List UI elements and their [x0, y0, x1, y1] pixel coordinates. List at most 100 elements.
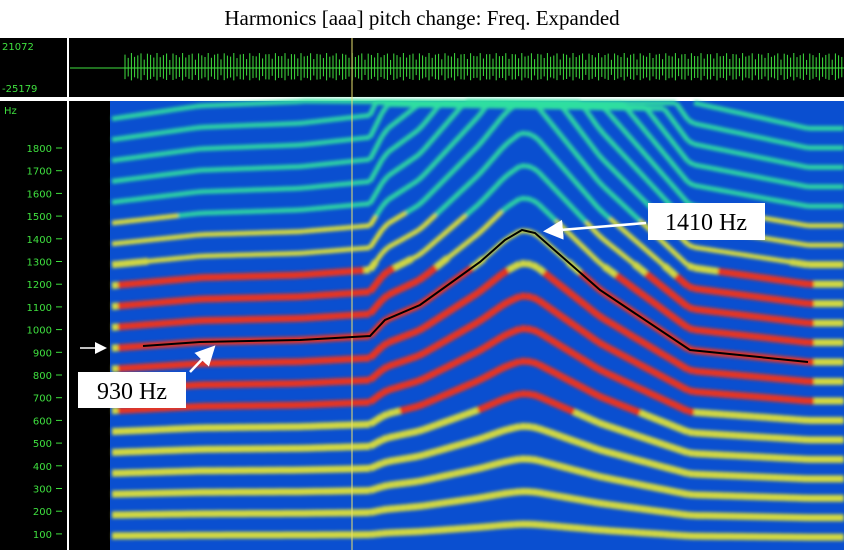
harmonic	[111, 302, 119, 310]
harmonic	[679, 299, 691, 310]
harmonic	[801, 260, 809, 269]
harmonic	[339, 115, 347, 122]
harmonic	[680, 152, 690, 163]
harmonic	[723, 370, 731, 378]
harmonic	[783, 179, 791, 186]
harmonic	[777, 138, 785, 146]
harmonic	[333, 181, 341, 188]
harmonic	[747, 253, 755, 259]
harmonic	[591, 471, 599, 480]
harmonic	[673, 273, 685, 284]
harmonic	[489, 491, 497, 500]
harmonic	[357, 157, 365, 164]
harmonic	[639, 481, 647, 490]
harmonic	[482, 221, 492, 231]
harmonic	[759, 333, 767, 342]
harmonic	[441, 471, 449, 480]
harmonic	[620, 326, 630, 337]
harmonic	[723, 329, 731, 338]
harmonic	[123, 259, 131, 268]
harmonic	[506, 200, 516, 209]
harmonic	[572, 207, 582, 218]
harmonic	[729, 148, 737, 156]
y-tick-label: 700	[33, 394, 52, 405]
harmonic	[380, 245, 390, 255]
harmonic	[795, 240, 803, 247]
harmonic	[561, 493, 569, 502]
harmonic	[506, 136, 516, 145]
harmonic	[789, 239, 797, 246]
harmonic	[111, 136, 119, 143]
harmonic	[452, 385, 462, 395]
harmonic	[681, 510, 689, 519]
harmonic	[577, 326, 589, 337]
harmonic	[596, 179, 606, 189]
harmonic	[777, 178, 785, 185]
harmonic	[189, 189, 197, 196]
harmonic	[111, 240, 119, 247]
harmonic	[663, 508, 671, 517]
harmonic	[589, 307, 601, 318]
harmonic	[747, 172, 755, 179]
harmonic	[309, 227, 317, 234]
harmonic	[597, 499, 605, 508]
harmonic	[602, 342, 612, 352]
harmonic	[543, 490, 551, 499]
harmonic	[321, 161, 329, 167]
harmonic	[458, 213, 468, 223]
harmonic	[493, 302, 505, 313]
harmonic	[620, 427, 630, 437]
harmonic	[668, 159, 678, 170]
harmonic	[549, 522, 557, 530]
harmonic	[542, 176, 552, 186]
harmonic	[367, 237, 379, 250]
harmonic	[422, 218, 432, 228]
harmonic	[512, 293, 522, 303]
harmonic	[771, 256, 779, 263]
harmonic	[789, 220, 797, 227]
harmonic	[386, 241, 396, 250]
harmonic	[303, 141, 311, 148]
harmonic	[411, 477, 419, 486]
harmonic	[765, 294, 773, 303]
harmonic	[117, 135, 125, 142]
harmonic	[783, 238, 791, 245]
harmonic	[649, 275, 661, 286]
harmonic	[525, 292, 533, 301]
harmonic	[657, 507, 665, 516]
harmonic	[711, 145, 719, 152]
harmonic	[609, 501, 617, 509]
harmonic	[459, 496, 467, 505]
harmonic	[711, 328, 719, 336]
harmonic	[345, 114, 353, 121]
harmonic	[680, 258, 690, 268]
harmonic	[669, 487, 677, 496]
harmonic	[440, 363, 450, 373]
harmonic	[602, 132, 612, 143]
harmonic	[441, 444, 449, 454]
harmonic	[565, 318, 577, 328]
harmonic	[615, 476, 623, 485]
harmonic	[723, 188, 731, 195]
harmonic	[765, 215, 773, 222]
harmonic	[380, 198, 390, 209]
harmonic	[674, 380, 684, 391]
harmonic	[309, 140, 317, 147]
harmonic	[549, 491, 557, 500]
harmonic	[171, 149, 179, 155]
harmonic	[428, 239, 438, 248]
harmonic	[693, 100, 701, 107]
harmonic	[117, 240, 125, 246]
harmonic	[525, 422, 533, 431]
harmonic	[572, 236, 582, 246]
harmonic	[596, 232, 606, 242]
harmonic	[602, 368, 612, 378]
harmonic	[500, 109, 510, 119]
harmonic	[741, 371, 749, 380]
harmonic	[795, 181, 803, 189]
harmonic	[735, 170, 743, 177]
harmonic	[315, 118, 323, 124]
harmonic	[765, 374, 773, 382]
harmonic	[483, 492, 491, 501]
harmonic	[405, 404, 413, 413]
